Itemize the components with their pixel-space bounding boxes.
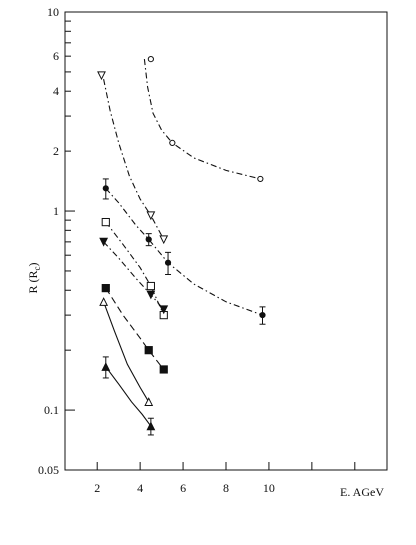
data-point xyxy=(169,139,176,146)
data-point xyxy=(159,365,168,374)
data-point xyxy=(146,290,156,300)
data-point xyxy=(102,185,109,192)
y-tick-label: 1 xyxy=(53,204,59,218)
y-axis-title-main: R (R xyxy=(26,270,40,293)
tick-labels: 2 4 6 8 10 0.05 0.1 1 2 4 6 10 xyxy=(38,5,275,495)
x-tick-label: 8 xyxy=(223,481,229,495)
data-point xyxy=(99,297,109,306)
data-point xyxy=(146,421,156,431)
series-2 xyxy=(97,71,169,245)
data-point xyxy=(97,71,106,81)
data-point xyxy=(146,281,155,291)
y-tick-label: 6 xyxy=(53,49,59,63)
data-point xyxy=(99,237,109,247)
data-point xyxy=(101,362,111,371)
series-7 xyxy=(99,297,154,406)
y-axis-title: R (Rc) xyxy=(26,262,42,293)
x-tick-label: 10 xyxy=(263,481,275,495)
y-tick-label: 10 xyxy=(47,5,59,19)
series-line xyxy=(103,78,165,240)
x-tick-label: 6 xyxy=(180,481,186,495)
data-point xyxy=(144,397,154,406)
data-point xyxy=(159,305,169,315)
data-point xyxy=(147,55,154,63)
data-point xyxy=(145,236,152,243)
plot-frame xyxy=(64,11,388,471)
series-3 xyxy=(102,178,266,325)
x-tick-label: 2 xyxy=(94,481,100,495)
data-point xyxy=(257,175,264,183)
series-4 xyxy=(101,217,168,320)
data-point xyxy=(159,235,169,245)
y-axis-title-close: ) xyxy=(26,262,40,266)
series-line xyxy=(105,221,165,316)
y-tick-label: 2 xyxy=(53,144,59,158)
series-line xyxy=(105,287,165,370)
data-point xyxy=(146,211,156,221)
series-8 xyxy=(101,356,156,436)
data-point xyxy=(101,284,110,293)
series-line xyxy=(105,188,263,316)
y-tick-label: 4 xyxy=(53,84,59,98)
series-6 xyxy=(101,284,168,374)
series-line xyxy=(103,301,150,403)
series-layer xyxy=(97,55,266,436)
axis-ticks xyxy=(65,11,356,471)
series-line xyxy=(103,241,165,310)
series-5 xyxy=(99,237,169,315)
data-point xyxy=(164,259,172,266)
y-axis-title-sub: c xyxy=(32,266,42,270)
series-line xyxy=(143,59,261,180)
data-point xyxy=(101,217,110,227)
y-tick-label: 0.1 xyxy=(44,403,59,417)
series-1 xyxy=(143,55,264,183)
data-point xyxy=(259,312,266,319)
data-point xyxy=(144,346,153,355)
series-line xyxy=(105,366,152,427)
y-tick-label: 0.05 xyxy=(38,463,59,477)
x-tick-label: 4 xyxy=(137,481,143,495)
x-axis-title: E. AGeV xyxy=(340,485,384,499)
